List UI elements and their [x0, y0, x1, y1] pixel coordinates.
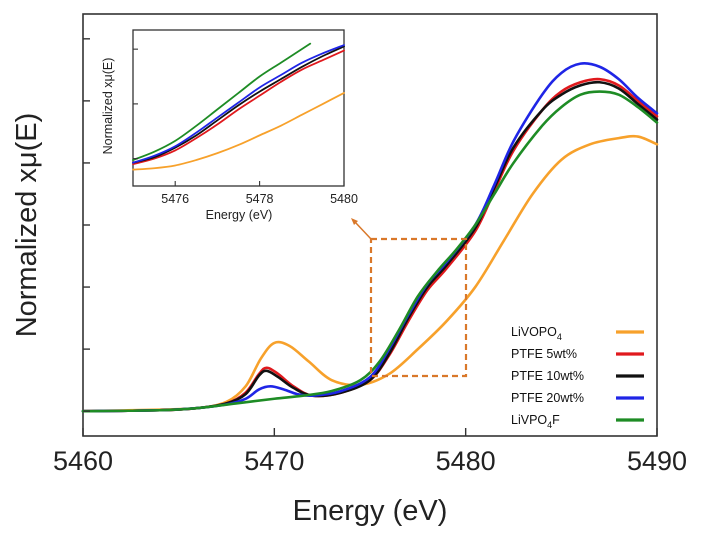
legend-label: PTFE 20wt% [511, 391, 584, 405]
main-x-axis: 5460 5470 5480 5490 [53, 428, 687, 476]
series-line-livopo4 [81, 134, 659, 413]
series-line-ptfe-10wtpct [81, 80, 659, 413]
inset-series-lines [132, 42, 345, 171]
inset-chart: 5476 5478 5480 Energy (eV) Normalized xμ(E… [101, 29, 358, 222]
inset-x-axis-title: Energy (eV) [206, 208, 273, 222]
zoom-arrow-line [354, 221, 372, 240]
main-x-axis-title: Energy (eV) [293, 495, 448, 527]
x-tick-label: 5490 [627, 446, 687, 476]
inset-plot-frame [132, 29, 345, 187]
x-tick-label: 5470 [244, 446, 304, 476]
legend-label: LiVPO4F [511, 413, 560, 430]
main-y-axis [83, 38, 90, 412]
inset-x-axis: 5476 5478 5480 [161, 181, 358, 206]
legend: LiVOPO4 PTFE 5wt% PTFE 10wt% PTFE 20wt% LiVP… [511, 325, 644, 430]
x-tick-label: 5480 [436, 446, 496, 476]
legend-label: PTFE 10wt% [511, 369, 584, 383]
zoom-arrow-head [351, 218, 358, 225]
legend-item-livopo4: LiVOPO4 [511, 325, 644, 342]
inset-x-tick-label: 5480 [330, 192, 358, 206]
legend-item-ptfe-5wtpct: PTFE 5wt% [511, 347, 644, 361]
inset-y-axis [133, 48, 138, 160]
x-tick-label: 5460 [53, 446, 113, 476]
legend-label: PTFE 5wt% [511, 347, 577, 361]
main-chart: 5460 5470 5480 5490 Energy (eV) Normalized … [11, 13, 687, 527]
series-line-livpo4f [81, 90, 659, 413]
legend-item-ptfe-10wtpct: PTFE 10wt% [511, 369, 644, 383]
legend-item-livpo4f: LiVPO4F [511, 413, 644, 430]
inset-series-line-livopo4 [132, 92, 345, 171]
inset-series-line-ptfe-10wtpct [132, 45, 345, 164]
inset-y-axis-title: Normalized xμ(E) [101, 58, 115, 155]
legend-item-ptfe-20wtpct: PTFE 20wt% [511, 391, 644, 405]
inset-x-tick-label: 5476 [161, 192, 189, 206]
main-series-lines [81, 62, 659, 413]
main-y-axis-title: Normalized xμ(E) [11, 113, 43, 338]
zoom-region-box [369, 237, 468, 378]
inset-x-tick-label: 5478 [246, 192, 274, 206]
inset-series-line-livpo4f [132, 42, 312, 161]
legend-label: LiVOPO4 [511, 325, 562, 342]
inset-series-line-ptfe-20wtpct [132, 44, 345, 164]
inset-series-line-ptfe-5wtpct [132, 49, 345, 166]
